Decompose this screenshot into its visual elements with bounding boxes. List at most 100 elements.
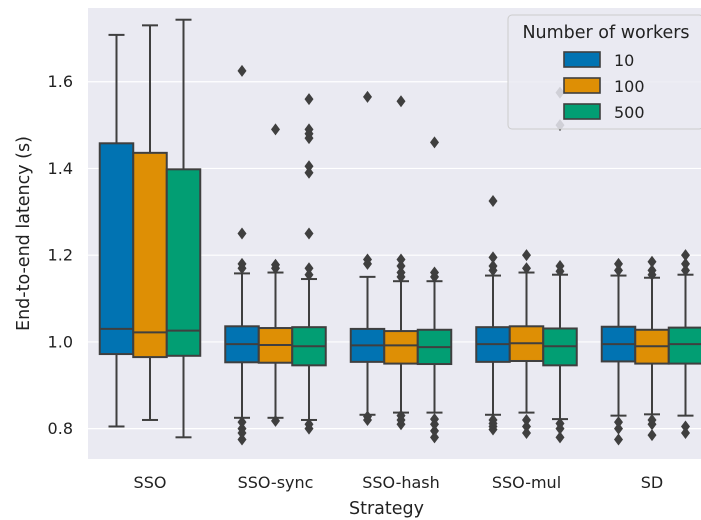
legend-swatch <box>563 51 601 68</box>
outlier-point <box>681 249 690 262</box>
outlier-point <box>237 64 247 77</box>
outlier-point <box>647 413 657 426</box>
outlier-point <box>522 426 531 439</box>
y-tick-label: 1.4 <box>48 159 73 178</box>
box-layer <box>98 18 701 446</box>
outlier-point <box>647 255 657 268</box>
box-plot <box>475 194 511 436</box>
outlier-point <box>647 429 657 442</box>
outlier-point <box>430 424 439 437</box>
outlier-point <box>430 136 439 149</box>
box <box>98 142 135 356</box>
outlier-point <box>396 409 406 422</box>
outlier-point <box>681 264 690 277</box>
x-tick-label: SSO-sync <box>238 473 314 492</box>
outlier-point <box>304 160 314 173</box>
legend-label: 100 <box>614 77 645 96</box>
outlier-point <box>396 266 406 279</box>
box-plot <box>600 257 637 446</box>
y-tick-label: 0.8 <box>48 419 73 438</box>
outlier-point <box>396 95 406 108</box>
box-plot <box>383 95 419 431</box>
box-plot <box>349 90 386 426</box>
outlier-point <box>647 264 657 277</box>
y-tick-label: 1.6 <box>48 72 73 91</box>
outlier-point <box>522 413 531 426</box>
outlier-point <box>363 90 372 103</box>
tick-labels: 0.8 1.0 1.2 1.4 1.6 SSO SSO-sync SSO-hash SSO-mu… <box>48 72 664 492</box>
outlier-point <box>488 251 498 264</box>
box <box>667 326 701 365</box>
outlier-point <box>430 413 439 426</box>
outlier-point <box>304 418 314 431</box>
outlier-point <box>237 433 247 446</box>
box-plot <box>98 33 135 428</box>
box-plot <box>257 123 294 427</box>
outlier-point <box>304 262 314 275</box>
legend-items: 10 100 500 <box>563 51 645 122</box>
outlier-point <box>488 413 498 426</box>
outlier-point <box>304 93 314 106</box>
legend-label: 500 <box>614 103 645 122</box>
outlier-point <box>681 420 690 433</box>
box-plot <box>132 24 168 421</box>
outlier-point <box>271 123 280 136</box>
x-tick-label: SD <box>641 473 663 492</box>
box-plot <box>416 136 453 444</box>
outlier-point <box>237 416 247 429</box>
outlier-point <box>555 417 565 430</box>
outlier-point <box>614 264 623 277</box>
legend-title: Number of workers <box>522 23 689 43</box>
legend-swatch <box>563 103 601 120</box>
outlier-point <box>681 257 690 270</box>
outlier-point <box>304 268 314 281</box>
y-axis-title: End-to-end latency (s) <box>14 136 34 331</box>
outlier-point <box>237 227 247 240</box>
box-plot <box>165 18 202 439</box>
outlier-point <box>363 410 372 423</box>
outlier-point <box>304 166 314 179</box>
y-tick-label: 1.0 <box>48 332 73 351</box>
outlier-point <box>430 266 439 279</box>
x-tick-label: SSO-hash <box>362 473 440 492</box>
outlier-point <box>522 420 531 433</box>
outlier-point <box>396 260 406 273</box>
box-plot <box>634 255 670 442</box>
x-tick-label: SSO-mul <box>492 473 561 492</box>
outlier-point <box>522 249 531 262</box>
outlier-point <box>681 426 690 439</box>
y-tick-label: 1.2 <box>48 246 73 265</box>
outlier-point <box>555 431 565 444</box>
box-plot <box>291 93 327 435</box>
box <box>383 330 419 365</box>
outlier-point <box>237 257 247 270</box>
legend: Number of workers 10 100 500 <box>507 14 701 130</box>
outlier-point <box>304 227 314 240</box>
box-plot <box>667 249 701 439</box>
legend-frame <box>507 14 701 130</box>
outlier-point <box>555 260 565 273</box>
legend-swatch <box>563 77 601 94</box>
outlier-point <box>304 123 314 136</box>
outlier-point <box>488 194 498 207</box>
box <box>165 168 202 357</box>
x-tick-label: SSO <box>134 473 167 492</box>
outlier-point <box>430 431 439 444</box>
outlier-point <box>363 253 372 266</box>
x-axis-title: Strategy <box>349 499 424 519</box>
outlier-point <box>614 416 623 429</box>
outlier-point <box>614 257 623 270</box>
outlier-point <box>522 262 531 275</box>
box-plot <box>508 249 545 439</box>
legend-label: 10 <box>614 51 634 70</box>
outlier-point <box>488 260 498 273</box>
outlier-point <box>614 433 623 446</box>
outlier-point <box>396 253 406 266</box>
outlier-point <box>237 422 247 435</box>
outlier-point <box>271 414 280 427</box>
outlier-point <box>614 422 623 435</box>
box <box>132 151 168 359</box>
box-plot <box>224 64 260 446</box>
outlier-point <box>271 258 280 271</box>
